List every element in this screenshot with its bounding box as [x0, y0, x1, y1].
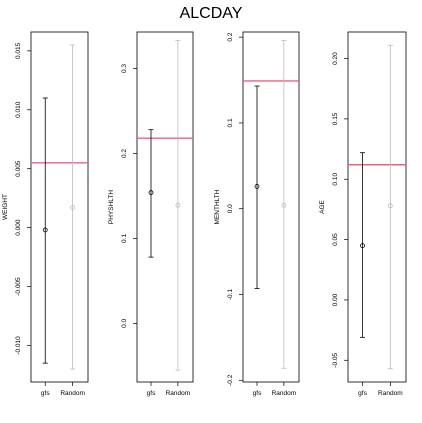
- x-tick-label: gfs: [358, 390, 367, 397]
- y-tick-label: -0.005: [15, 277, 22, 296]
- y-tick-label: 0.10: [332, 173, 339, 186]
- y-tick-label: 0.1: [227, 118, 234, 127]
- y-tick-label: 0.015: [15, 42, 22, 59]
- plot-frame: [347, 31, 407, 383]
- plot-frame: [30, 31, 89, 383]
- y-tick-label: 0.20: [332, 52, 339, 65]
- panel-menthlth: -0.2 -0.1 0.0 0.1 0.2 MENTHLTH gfs Random: [214, 31, 300, 397]
- y-tick-label: 0.010: [15, 101, 22, 118]
- y-axis-label: WEIGHT: [2, 194, 9, 220]
- y-tick-label: -0.2: [227, 374, 234, 386]
- errorbar-random-point: [387, 203, 393, 209]
- y-axis-label: PHYSHLTH: [108, 190, 115, 224]
- x-tick-label: gfs: [41, 390, 50, 397]
- figure-title: ALCDAY: [180, 5, 243, 22]
- errorbar-gfs-point: [254, 184, 260, 189]
- y-tick-label: 0.2: [227, 32, 234, 41]
- errorbar-random-point: [70, 205, 76, 210]
- y-axis-label: AGE: [319, 199, 326, 213]
- errorbar-gfs-point: [148, 190, 154, 195]
- x-tick-label: Random: [166, 390, 191, 397]
- x-tick-label: Random: [60, 390, 85, 397]
- y-tick-label: -0.010: [15, 336, 22, 355]
- y-tick-label: 0.0: [121, 318, 128, 327]
- panel-physhlth: 0.0 0.1 0.2 0.3 PHYSHLTH gfs Random: [108, 31, 194, 397]
- y-axis-label: MENTHLTH: [214, 189, 221, 224]
- y-tick-label: 0.15: [332, 112, 339, 125]
- x-tick-label: gfs: [147, 390, 156, 397]
- errorbar-random-point: [175, 202, 181, 208]
- x-tick-label: gfs: [253, 390, 262, 397]
- errorbar-gfs-point: [42, 227, 48, 233]
- y-tick-label: 0.05: [332, 233, 339, 246]
- plot-frame: [242, 31, 300, 383]
- y-tick-label: -0.1: [227, 289, 234, 301]
- x-tick-label: Random: [272, 390, 297, 397]
- panel-age: -0.05 0.00 0.05 0.10 0.15 0.20 AGE gfs Random: [319, 31, 407, 397]
- plot-frame: [136, 31, 194, 383]
- errorbar-random-point: [281, 202, 287, 208]
- y-tick-label: 0.000: [15, 219, 22, 236]
- errorbar-gfs-point: [360, 243, 365, 249]
- y-tick-label: 0.005: [15, 160, 22, 177]
- panels: -0.010 -0.005 0.000 0.005 0.010 0.015 WEIGHT gf…: [2, 31, 407, 397]
- y-tick-label: 0.00: [332, 293, 339, 306]
- y-tick-label: 0.0: [227, 204, 234, 213]
- y-tick-label: 0.1: [121, 234, 128, 243]
- y-tick-label: -0.05: [332, 352, 339, 367]
- x-tick-label: Random: [378, 390, 403, 397]
- y-tick-label: 0.3: [121, 64, 128, 73]
- y-tick-label: 0.2: [121, 149, 128, 158]
- panel-weight: -0.010 -0.005 0.000 0.005 0.010 0.015 WEIGHT gf…: [2, 31, 89, 397]
